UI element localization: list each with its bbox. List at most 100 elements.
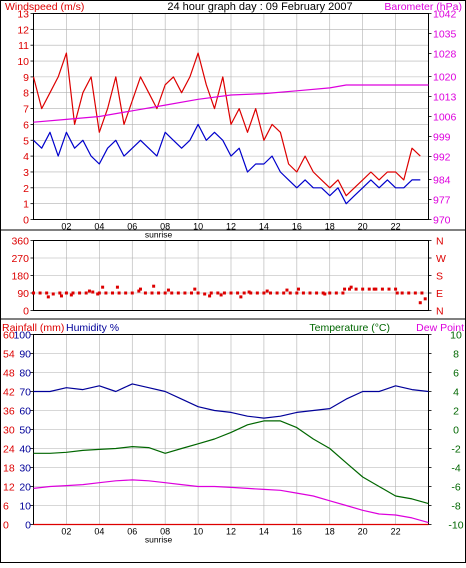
rain-tick-label: 60 — [3, 330, 15, 342]
y2-tick-label: 1013 — [433, 91, 457, 103]
direction-point — [418, 301, 422, 305]
x-tick-label-18: 18 — [325, 527, 335, 537]
wind-barometer-panel: 24 hour graph day : 09 February 2007 Win… — [5, 1, 462, 240]
direction-point — [166, 288, 170, 292]
direction-point — [265, 289, 269, 293]
direction-point — [301, 291, 305, 295]
direction-point — [97, 291, 101, 295]
humidity-axis-label: Humidity % — [66, 322, 119, 334]
direction-point — [219, 293, 223, 297]
y2-tick-label: 1035 — [433, 29, 457, 41]
direction-point — [249, 291, 253, 295]
direction-point — [413, 291, 417, 295]
direction-point — [117, 291, 121, 295]
direction-point — [341, 291, 345, 295]
direction-point — [193, 287, 197, 291]
y-tick-label: 2 — [23, 183, 29, 195]
y-tick-label: 180 — [11, 271, 29, 283]
rain-tick-label: 12 — [3, 482, 15, 494]
direction-point — [372, 287, 376, 291]
direction-point — [247, 290, 251, 294]
rainfall-ticks: 0 6 12 18 24 30 36 42 48 54 60 — [3, 330, 15, 532]
y2-tick-label: -4 — [451, 463, 460, 475]
y-tick-label: 80 — [19, 368, 31, 380]
direction-point — [115, 285, 119, 289]
direction-point — [32, 291, 35, 295]
direction-point — [239, 295, 243, 299]
direction-point — [84, 291, 88, 295]
x-tick-label-06: 06 — [127, 527, 137, 537]
y2-tick-label: 1006 — [433, 112, 457, 124]
y-tick-label: 10 — [17, 56, 29, 68]
rain-tick-label: 6 — [3, 501, 9, 513]
dew-point-axis-label: Dew Point — [416, 322, 464, 334]
y2-tick-label: 984 — [433, 174, 451, 186]
y2-tick-label: 0 — [453, 425, 459, 437]
direction-point — [323, 292, 327, 296]
y-tick-label: 270 — [11, 253, 29, 265]
x-tick-label-06: 06 — [127, 222, 137, 232]
y2-tick-label: 1020 — [433, 71, 457, 83]
gust-line — [32, 52, 421, 197]
x-tick-label-20: 20 — [358, 527, 368, 537]
direction-point — [157, 291, 161, 295]
y-tick-label: 360 — [11, 236, 29, 248]
direction-point — [51, 292, 55, 296]
direction-points — [32, 284, 427, 305]
direction-point — [138, 287, 142, 291]
y2-tick-label: 977 — [433, 194, 451, 206]
direction-point — [343, 287, 347, 291]
wind-series — [32, 52, 429, 205]
rain-tick-label: 18 — [3, 463, 15, 475]
direction-point — [152, 284, 156, 288]
direction-point — [183, 291, 187, 295]
humidity-line — [33, 383, 429, 419]
y-tick-label: 40 — [19, 444, 31, 456]
y-tick-label: 30 — [19, 463, 31, 475]
direction-point — [269, 291, 272, 295]
temp-grid — [33, 334, 429, 525]
direction-point — [229, 291, 233, 295]
y-tick-label: 70 — [19, 387, 31, 399]
direction-point — [101, 285, 105, 289]
temperature-axis-label: Temperature (°C) — [309, 322, 390, 334]
temp-hour-ticks: 02 04 06 08 10 12 14 16 18 20 22 — [61, 527, 400, 537]
temperature-ticks: -10 -8 -6 -4 -2 0 2 4 6 8 10 — [428, 330, 464, 532]
rain-tick-label: 0 — [3, 520, 9, 532]
y-tick-label: 11 — [18, 40, 29, 52]
y2-tick-label: W — [436, 253, 446, 265]
x-tick-label-02: 02 — [61, 222, 71, 232]
direction-point — [374, 287, 378, 291]
x-tick-label-20: 20 — [358, 222, 368, 232]
x-tick-label-14: 14 — [259, 222, 269, 232]
direction-point — [59, 294, 63, 298]
sunrise-label-lower: sunrise — [145, 535, 173, 545]
direction-point — [348, 287, 351, 291]
rain-tick-label: 30 — [3, 425, 15, 437]
direction-point — [209, 291, 213, 295]
y2-tick-label: 10 — [450, 330, 462, 342]
y-tick-label: 50 — [19, 425, 31, 437]
y-tick-label: 0 — [23, 215, 29, 227]
direction-point — [222, 291, 226, 295]
direction-point — [321, 291, 325, 295]
y2-tick-label: 970 — [433, 215, 451, 227]
y-tick-label: 12 — [17, 24, 29, 36]
y2-tick-label: -10 — [448, 520, 463, 532]
sunrise-label: sunrise — [145, 230, 173, 240]
direction-point — [46, 295, 50, 299]
y2-tick-label: E — [436, 288, 443, 300]
x-tick-label-14: 14 — [259, 527, 269, 537]
rain-tick-label: 24 — [3, 444, 15, 456]
y-tick-label: 3 — [23, 167, 29, 179]
direction-point — [208, 294, 212, 298]
y-tick-label: 60 — [19, 406, 31, 418]
y-tick-label: 90 — [17, 288, 29, 300]
direction-point — [420, 291, 424, 295]
direction-point — [150, 291, 154, 295]
direction-point — [255, 291, 259, 295]
y2-tick-label: 999 — [433, 132, 451, 144]
direction-point — [400, 291, 404, 295]
